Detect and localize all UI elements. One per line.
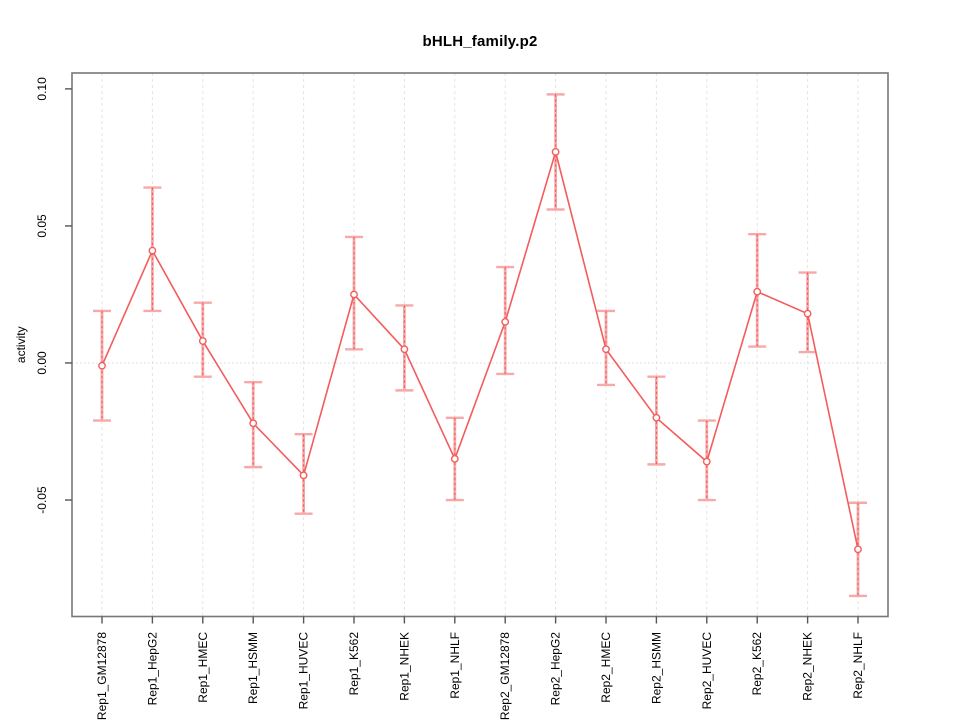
data-point	[98, 361, 106, 370]
data-point	[854, 545, 862, 554]
data-point	[501, 317, 510, 326]
x-tick-label: Rep2_HUVEC	[700, 632, 714, 710]
x-tick-label: Rep2_GM12878	[498, 632, 512, 720]
y-tick-label: 0.10	[35, 77, 49, 101]
data-point	[652, 413, 661, 422]
x-tick-label: Rep1_GM12878	[95, 632, 109, 720]
x-tick-label: Rep1_K562	[347, 632, 361, 696]
data-point	[299, 471, 308, 480]
data-point	[753, 287, 762, 296]
x-tick-label: Rep1_NHLF	[448, 632, 462, 699]
x-tick-label: Rep2_NHLF	[851, 632, 865, 699]
x-tick-label: Rep2_NHEK	[801, 632, 815, 701]
data-point	[702, 457, 711, 466]
data-point	[249, 419, 258, 428]
series-line	[101, 148, 859, 550]
x-tick-label: Rep1_HMEC	[196, 632, 210, 703]
data-point	[148, 246, 157, 255]
x-tick-label: Rep1_NHEK	[397, 632, 411, 701]
data-point	[198, 337, 207, 345]
x-tick-label: Rep2_HMEC	[599, 632, 613, 703]
x-tick-label: Rep1_HUVEC	[297, 632, 311, 710]
x-tick-label: Rep2_HepG2	[549, 632, 563, 706]
x-tick-label: Rep2_HSMM	[649, 632, 663, 704]
y-axis-label: activity	[14, 326, 28, 363]
y-tick-label: 0.00	[35, 351, 49, 375]
x-tick-label: Rep1_HepG2	[145, 632, 159, 706]
y-tick-label: 0.05	[35, 214, 49, 238]
data-point	[350, 290, 358, 299]
data-point	[450, 455, 459, 463]
data-point	[803, 309, 812, 318]
data-point	[400, 345, 409, 354]
data-point	[602, 345, 610, 354]
chart-title: bHLH_family.p2	[422, 33, 538, 50]
y-tick-label: -0.05	[35, 486, 49, 514]
x-tick-label: Rep1_HSMM	[246, 632, 260, 704]
data-point	[551, 148, 560, 156]
plot-box	[71, 72, 889, 618]
x-tick-label: Rep2_K562	[750, 632, 764, 696]
